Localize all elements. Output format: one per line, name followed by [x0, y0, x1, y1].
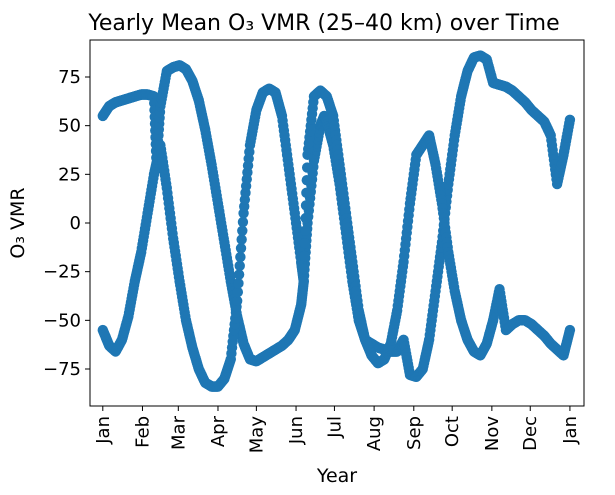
- data-point: [299, 250, 310, 262]
- data-point: [564, 114, 576, 126]
- data-point: [235, 251, 246, 263]
- x-tick-label: Jun: [286, 416, 307, 445]
- data-point: [298, 276, 309, 287]
- y-axis-ticks: −75 −50 −25 0 25 50 75: [43, 67, 90, 380]
- y-tick-label: 0: [70, 213, 81, 234]
- x-tick-label: Sep: [404, 416, 425, 450]
- x-tick-label: Jan: [93, 416, 114, 445]
- y-tick-label: 50: [58, 116, 81, 137]
- y-axis-label: O₃ VMR: [7, 187, 29, 258]
- x-tick-label: Dec: [520, 416, 541, 451]
- data-point: [300, 212, 311, 224]
- x-tick-label: Oct: [442, 416, 463, 447]
- data-point: [564, 324, 576, 336]
- chart-title: Yearly Mean O₃ VMR (25–40 km) over Time: [87, 11, 559, 36]
- data-points: [97, 50, 576, 392]
- data-point: [232, 286, 244, 298]
- y-tick-label: −25: [43, 262, 81, 283]
- data-point: [236, 234, 247, 245]
- data-point: [301, 162, 313, 173]
- data-point: [234, 260, 245, 272]
- data-point: [300, 200, 312, 211]
- data-point: [233, 269, 245, 280]
- data-point: [237, 225, 248, 236]
- x-tick-label: Jul: [324, 416, 345, 439]
- data-point: [300, 225, 311, 236]
- x-tick-label: Nov: [482, 416, 503, 451]
- x-tick-label: May: [246, 416, 267, 454]
- data-point: [298, 263, 310, 274]
- data-point: [235, 243, 247, 254]
- y-tick-label: 25: [58, 164, 81, 185]
- data-point: [301, 187, 312, 199]
- x-tick-label: Aug: [364, 416, 385, 451]
- x-tick-label: Apr: [208, 415, 229, 447]
- data-point: [233, 278, 244, 289]
- x-tick-label: Mar: [168, 415, 189, 450]
- x-tick-label: Feb: [132, 416, 153, 448]
- data-point: [231, 295, 243, 307]
- x-axis-label: Year: [316, 465, 357, 487]
- y-tick-label: −50: [43, 310, 81, 331]
- y-tick-label: −75: [43, 359, 81, 380]
- data-point: [301, 174, 312, 186]
- data-point: [237, 216, 249, 228]
- x-tick-label: Jan: [560, 416, 581, 445]
- x-axis-ticks: Jan Feb Mar Apr May Jun Jul Aug Sep Oct Nov Dec Jan: [93, 406, 581, 453]
- data-point: [299, 238, 311, 249]
- y-tick-label: 75: [58, 67, 81, 88]
